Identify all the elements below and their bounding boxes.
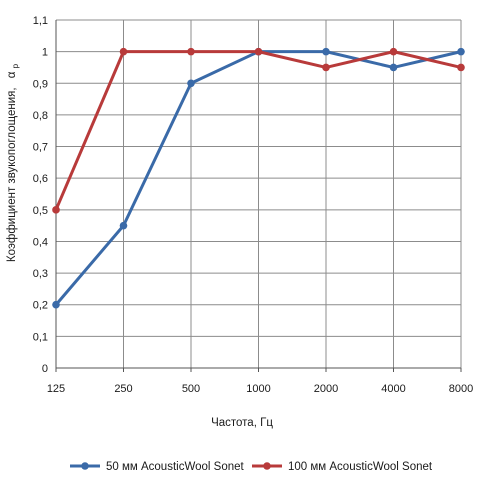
y-tick-label: 0,5 <box>33 205 48 217</box>
y-tick-label: 0,7 <box>33 142 48 154</box>
y-tick-label: 1 <box>42 47 48 59</box>
data-point <box>254 47 263 56</box>
legend-label: 50 мм AcousticWool Sonet <box>106 461 245 473</box>
y-axis-title-subscript: р <box>11 63 20 68</box>
svg-text:Коэффициент звукопоглощения,: Коэффициент звукопоглощения, α р <box>6 63 20 262</box>
y-tick-label: 0,2 <box>33 300 48 312</box>
data-point <box>322 47 330 56</box>
legend-label: 100 мм AcousticWool Sonet <box>288 461 433 473</box>
x-tick-label: 4000 <box>381 383 405 395</box>
data-point <box>52 300 60 309</box>
y-axis-title: Коэффициент звукопоглощения, α р <box>6 63 20 262</box>
data-point <box>119 47 128 56</box>
y-tick-label: 0,4 <box>33 236 48 248</box>
x-tick-label: 250 <box>114 383 132 395</box>
x-tick-labels: 125 250 500 1000 2000 4000 8000 <box>47 383 473 395</box>
data-point <box>187 79 195 88</box>
y-tick-label: 1,1 <box>33 15 48 27</box>
legend-swatch-marker <box>81 462 89 470</box>
axes <box>55 20 462 372</box>
y-tick-label: 0,8 <box>33 110 48 122</box>
data-point <box>457 47 465 56</box>
data-point <box>52 206 60 214</box>
x-tick-label: 500 <box>182 383 200 395</box>
y-tick-labels: 0 0,1 0,2 0,3 0,4 0,5 0,6 0,7 0,8 0,9 1 1,1 <box>33 15 48 375</box>
y-tick-label: 0,9 <box>33 78 48 90</box>
legend: 50 мм AcousticWool Sonet 100 мм AcousticW… <box>70 461 433 473</box>
data-point <box>457 63 465 72</box>
x-tick-label: 125 <box>47 383 65 395</box>
legend-item-2: 100 мм AcousticWool Sonet <box>252 461 433 473</box>
x-tick-label: 1000 <box>246 383 270 395</box>
legend-item-1: 50 мм AcousticWool Sonet <box>70 461 245 473</box>
y-axis-title-symbol: α <box>6 71 18 78</box>
x-axis-title: Частота, Гц <box>211 417 273 429</box>
x-tick-label: 8000 <box>449 383 473 395</box>
grid <box>56 19 462 368</box>
y-tick-label: 0,3 <box>33 268 48 280</box>
data-point <box>187 47 195 56</box>
series <box>52 47 465 309</box>
y-tick-label: 0 <box>42 363 48 375</box>
data-point <box>119 221 128 230</box>
legend-swatch-marker <box>263 462 271 470</box>
data-point <box>322 63 330 72</box>
y-axis-title-text: Коэффициент звукопоглощения, <box>6 87 18 262</box>
data-point <box>389 47 398 56</box>
y-tick-label: 0,6 <box>33 173 48 185</box>
y-tick-label: 0,1 <box>33 331 48 343</box>
x-tick-label: 2000 <box>314 383 338 395</box>
data-point <box>389 63 398 72</box>
